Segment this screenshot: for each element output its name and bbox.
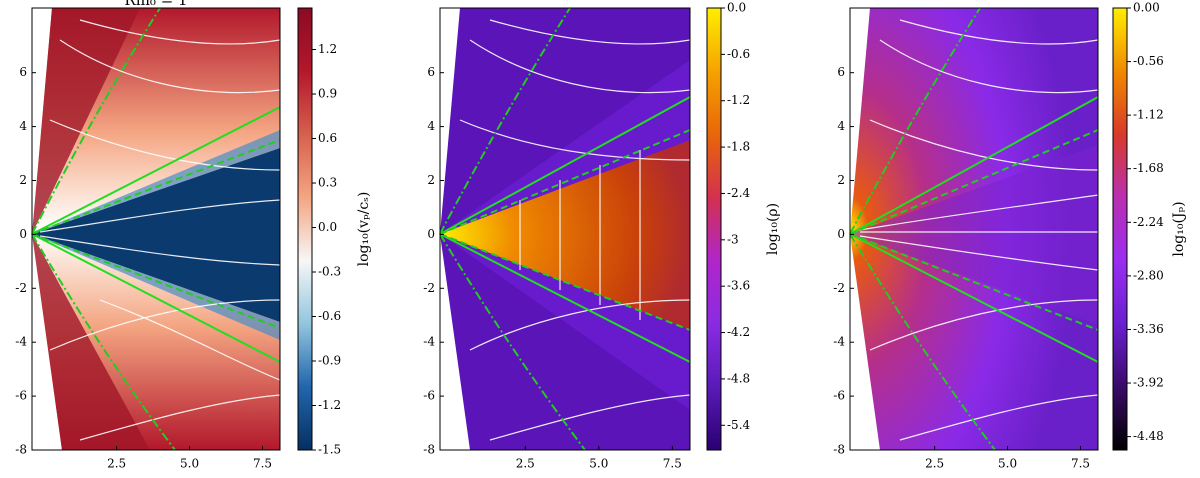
x-tick-label: 2.5 [107, 457, 126, 471]
colorbar [297, 7, 313, 451]
panel-field-2 [439, 7, 691, 451]
colorbar-tick-label: -4.2 [727, 325, 750, 339]
colorbar-tick-label: 0.9 [318, 87, 337, 101]
colorbar-tick-label: 1.2 [318, 42, 337, 56]
x-tick-label: 7.5 [253, 457, 272, 471]
colorbar-label: log₁₀(Jₚ) [1171, 201, 1187, 256]
y-tick-label: -4 [423, 335, 435, 349]
chart-title: Rm₀ = 1 [124, 0, 187, 9]
colorbar-tick-label: -3.92 [1133, 376, 1164, 390]
y-tick-label: -8 [423, 443, 435, 457]
y-tick-label: -2 [423, 281, 435, 295]
y-tick-label: 6 [19, 65, 27, 79]
y-tick-label: 6 [837, 65, 845, 79]
colorbar-tick-label: 0.0 [727, 1, 746, 15]
colorbar-tick-label: 0.0 [318, 220, 337, 234]
colorbar-tick-label: 0.3 [318, 176, 337, 190]
colorbar [706, 7, 722, 451]
colorbar-tick-label: -1.5 [318, 443, 341, 457]
colorbar-tick-label: -0.9 [318, 354, 341, 368]
panel-field-3 [849, 7, 1099, 451]
colorbar-tick-label: -2.24 [1133, 215, 1164, 229]
colorbar-label: log₁₀(ρ) [765, 203, 781, 255]
x-tick-label: 5.0 [998, 457, 1017, 471]
x-tick-label: 2.5 [925, 457, 944, 471]
y-tick-label: -4 [15, 335, 27, 349]
y-tick-label: -4 [833, 335, 845, 349]
plot-frame [849, 7, 1099, 451]
colorbar-tick-label: -1.68 [1133, 161, 1164, 175]
colorbar [1112, 7, 1128, 451]
panel-field-1 [31, 7, 281, 451]
y-tick-label: -6 [423, 389, 435, 403]
plot-frame [439, 7, 691, 451]
colorbar-tick-label: -1.2 [727, 93, 750, 107]
colorbar-tick-label: 0.00 [1133, 1, 1160, 15]
colorbar-label: log₁₀(vₚ/cₛ) [356, 192, 372, 267]
x-tick-label: 5.0 [589, 457, 608, 471]
colorbar-tick-label: -4.48 [1133, 429, 1164, 443]
y-tick-label: 2 [427, 173, 435, 187]
y-tick-label: -2 [15, 281, 27, 295]
colorbar-tick-label: 0.6 [318, 131, 337, 145]
colorbar-tick-label: -0.56 [1133, 54, 1164, 68]
y-tick-label: -8 [833, 443, 845, 457]
y-tick-label: 2 [19, 173, 27, 187]
x-tick-label: 5.0 [180, 457, 199, 471]
y-tick-label: 6 [427, 65, 435, 79]
x-tick-label: 7.5 [1071, 457, 1090, 471]
y-tick-label: 2 [837, 173, 845, 187]
x-tick-label: 7.5 [663, 457, 682, 471]
colorbar-tick-label: -3.36 [1133, 322, 1164, 336]
x-tick-label: 2.5 [516, 457, 535, 471]
y-tick-label: -6 [833, 389, 845, 403]
y-tick-label: 0 [19, 227, 27, 241]
colorbar-tick-label: -2.80 [1133, 268, 1164, 282]
colorbar-tick-label: -1.8 [727, 140, 750, 154]
y-tick-label: 4 [837, 119, 845, 133]
y-tick-label: -6 [15, 389, 27, 403]
y-tick-label: 0 [427, 227, 435, 241]
y-tick-label: -8 [15, 443, 27, 457]
colorbar-tick-label: -0.6 [727, 47, 750, 61]
plot-frame [31, 7, 281, 451]
colorbar-tick-label: -0.6 [318, 309, 341, 323]
y-tick-label: 0 [837, 227, 845, 241]
y-tick-label: -2 [833, 281, 845, 295]
colorbar-tick-label: -3 [727, 232, 739, 246]
y-tick-label: 4 [427, 119, 435, 133]
colorbar-tick-label: -4.8 [727, 371, 750, 385]
colorbar-tick-label: -1.12 [1133, 108, 1164, 122]
colorbar-tick-label: -0.3 [318, 265, 341, 279]
y-tick-label: 4 [19, 119, 27, 133]
colorbar-tick-label: -5.4 [727, 418, 751, 432]
colorbar-tick-label: -3.6 [727, 279, 750, 293]
colorbar-tick-label: -1.2 [318, 398, 341, 412]
colorbar-tick-label: -2.4 [727, 186, 751, 200]
